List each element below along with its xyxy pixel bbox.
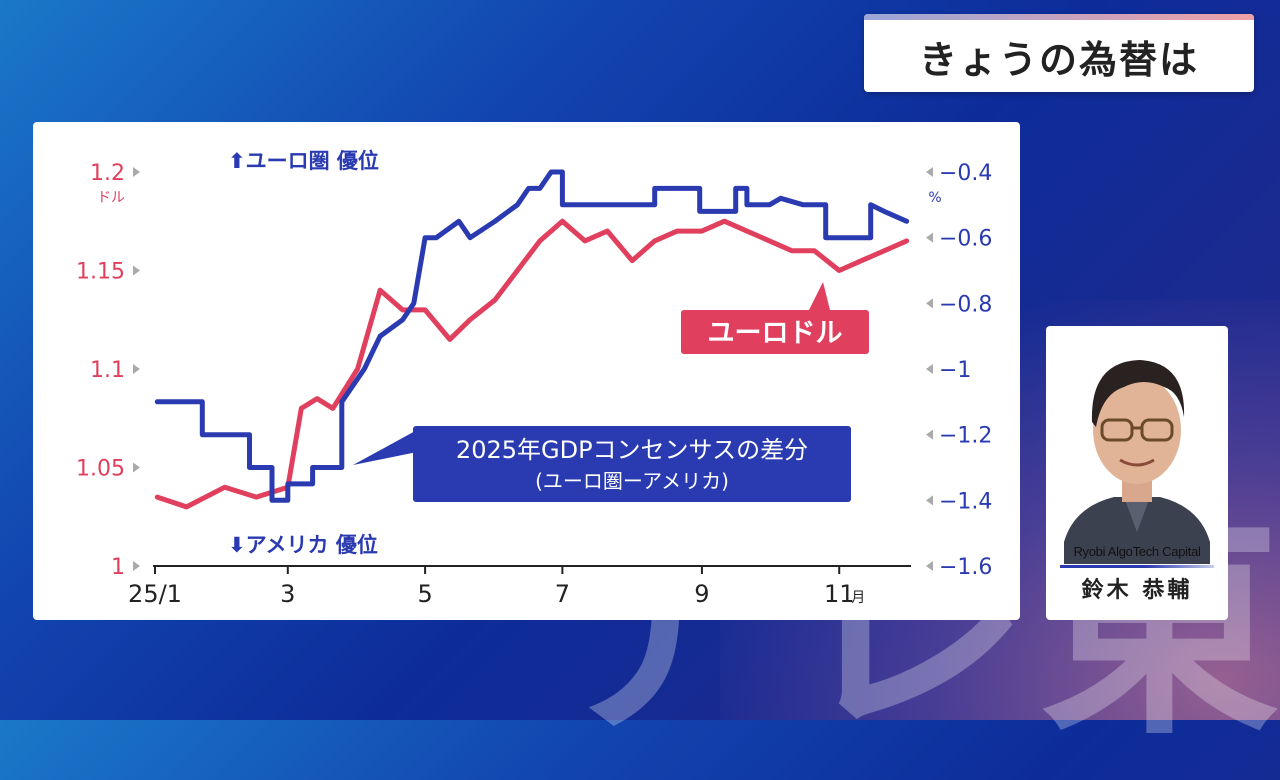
left-tick-arrow [133, 364, 140, 374]
left-unit-label: ドル [97, 190, 125, 206]
chart-card: 25/1 3 5 7 9 11 月 1.2 1.15 1.1 1.05 1 ドル −0.4 −0.6 −0.8… [33, 122, 1020, 620]
right-tick-label: −1.4 [939, 489, 992, 514]
commentator-card: Ryobi AlgoTech Capital 鈴木 恭輔 [1046, 326, 1228, 620]
gdp-diff-series-line [154, 169, 910, 503]
right-tick-label: −0.4 [939, 161, 992, 186]
eurodollar-callout-text: ユーロドル [708, 318, 843, 349]
right-tick-label: −0.6 [939, 227, 992, 252]
right-tick-arrow [926, 232, 933, 243]
segment-title: きょうの為替は [918, 37, 1199, 82]
left-tick-label: 1.2 [90, 161, 125, 186]
right-tick-arrow [926, 495, 933, 506]
eurodollar-callout-box [681, 310, 869, 354]
right-tick-label: −1.6 [939, 555, 992, 580]
commentator-photo [1054, 332, 1220, 564]
left-tick-label: 1.05 [76, 457, 125, 482]
x-tick-label: 5 [417, 580, 432, 608]
right-tick-arrow [926, 561, 933, 571]
commentator-company: Ryobi AlgoTech Capital [1073, 544, 1201, 559]
segment-title-box: きょうの為替は [864, 14, 1254, 92]
right-tick-label: −1 [939, 358, 971, 383]
left-tick-arrow [133, 561, 140, 571]
gdp-callout-pointer [353, 430, 417, 465]
chart: 25/1 3 5 7 9 11月 1.2 1.15 1.1 1.05 1 ドル −0.4 −0.6 −0.8… [76, 149, 992, 608]
right-unit-label: % [928, 190, 941, 206]
top-advantage-label: ⬆ユーロ圏 優位 [228, 149, 379, 173]
x-tick-label: 9 [694, 580, 709, 608]
x-unit-label: 月 [851, 590, 865, 606]
bottom-advantage-label: ⬇アメリカ 優位 [228, 533, 378, 557]
right-tick-arrow [926, 429, 933, 440]
right-tick-arrow [926, 167, 933, 177]
company-underline [1060, 565, 1214, 568]
gdp-callout-box [413, 426, 851, 502]
right-tick-arrow [926, 364, 933, 374]
left-tick-label: 1 [111, 555, 125, 580]
gdp-callout-subtitle: (ユーロ圏ーアメリカ) [535, 469, 729, 493]
title-accent-bar [864, 14, 1254, 20]
left-tick-arrow [133, 167, 140, 177]
x-tick-label: 7 [555, 580, 570, 608]
right-tick-arrow [926, 298, 933, 309]
left-tick-label: 1.15 [76, 260, 125, 285]
left-tick-arrow [133, 462, 140, 473]
left-tick-arrow [133, 265, 140, 276]
gdp-callout-title: 2025年GDPコンセンサスの差分 [456, 436, 808, 464]
x-tick-label: 25/1 [128, 580, 182, 608]
x-tick-label: 3 [280, 580, 295, 608]
eurodollar-series-line [154, 218, 910, 510]
commentator-name: 鈴木 恭輔 [1081, 578, 1193, 603]
right-tick-label: −1.2 [939, 424, 992, 449]
left-tick-label: 1.1 [90, 358, 125, 383]
right-tick-label: −0.8 [939, 292, 992, 317]
x-tick-label: 11 [824, 580, 855, 608]
